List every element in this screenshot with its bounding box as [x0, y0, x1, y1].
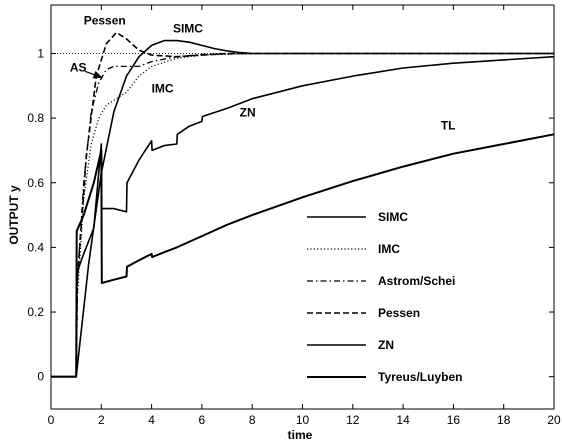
legend-label-5: Tyreus/Luyben [378, 370, 462, 384]
y-tick-label-0: 0 [37, 370, 44, 384]
annotation-label-0: Pessen [84, 13, 126, 27]
legend-label-0: SIMC [378, 210, 408, 224]
x-tick-label-1: 2 [98, 413, 105, 427]
annotation-label-5: TL [441, 118, 456, 132]
y-axis-label: OUTPUT y [7, 185, 21, 245]
x-tick-label-7: 14 [396, 413, 410, 427]
series-layer [51, 31, 555, 378]
series-line-0 [51, 39, 554, 378]
y-tick-label-3: 0.6 [27, 176, 44, 190]
series-line-3 [51, 31, 554, 378]
annotation-arrowhead [92, 70, 103, 79]
axes: 0 2 4 6 8 10 12 14 16 18 20 0 0.2 0.4 0.6 0.8 1 [27, 4, 561, 427]
series-line-2 [51, 52, 554, 378]
annotations: Pessen SIMC AS IMC ZN TL [70, 13, 456, 132]
annotation-label-1: SIMC [173, 21, 203, 35]
y-tick-label-2: 0.4 [27, 240, 44, 254]
x-tick-label-2: 4 [148, 413, 155, 427]
y-tick-label-5: 1 [37, 46, 44, 60]
legend-label-1: IMC [378, 242, 400, 256]
x-tick-label-0: 0 [48, 413, 55, 427]
x-tick-label-6: 12 [346, 413, 360, 427]
legend-label-2: Astrom/Schei [378, 274, 455, 288]
annotation-label-2: AS [70, 60, 87, 74]
legend-label-4: ZN [378, 338, 394, 352]
series-line-5 [51, 133, 555, 378]
annotation-label-3: IMC [152, 81, 174, 95]
x-tick-label-10: 20 [547, 413, 561, 427]
legend: SIMC IMC Astrom/Schei Pessen ZN Tyreus/Luyben [307, 210, 462, 384]
y-tick-label-4: 0.8 [27, 111, 44, 125]
x-tick-label-9: 18 [497, 413, 511, 427]
annotation-label-4: ZN [240, 106, 256, 120]
x-tick-label-8: 16 [447, 413, 461, 427]
series-line-1 [51, 52, 554, 378]
series-line-4 [51, 55, 555, 378]
x-axis-label: time [288, 428, 313, 442]
x-tick-label-4: 8 [249, 413, 256, 427]
y-tick-label-1: 0.2 [27, 305, 44, 319]
x-tick-label-5: 10 [296, 413, 310, 427]
legend-label-3: Pessen [378, 306, 420, 320]
x-tick-label-3: 6 [199, 413, 206, 427]
